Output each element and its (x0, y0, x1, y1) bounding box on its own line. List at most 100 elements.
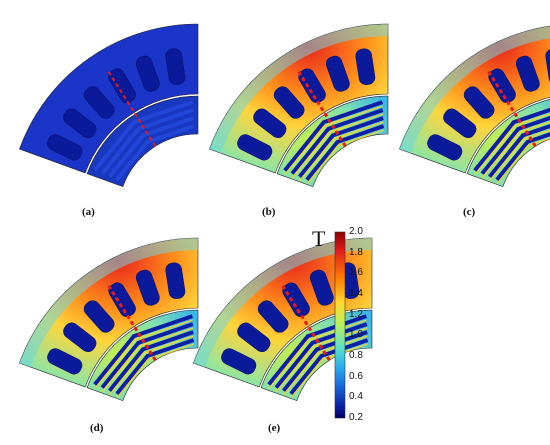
rotor-flux-barrier (100, 322, 194, 389)
stator-yoke-low-field (209, 24, 388, 154)
stator-slot (298, 68, 326, 104)
stator-slot (47, 134, 83, 161)
stator-slot (355, 48, 376, 86)
rotor-flux-barrier (274, 322, 368, 389)
colorbar-tick-label: 1.8 (349, 246, 363, 258)
rotor-flux-barrier (305, 124, 385, 182)
colorbar-tick-label: 0.6 (349, 370, 363, 382)
colorbar-tick-label: 0.8 (349, 350, 363, 361)
stator-slot (309, 269, 334, 306)
rotor-flux-barrier (115, 124, 195, 182)
rotor-rib-high-field (489, 129, 550, 182)
stator-slot (108, 68, 136, 104)
stator-slot (545, 48, 550, 86)
rotor-flux-barrier (100, 108, 194, 175)
rotor-flux-barrier (107, 330, 194, 392)
colorbar-tick-label: 1.4 (349, 288, 363, 299)
panel-b (209, 23, 389, 188)
stator-slot (135, 55, 160, 92)
rotor-flux-barrier (115, 338, 195, 396)
stator-slot (427, 134, 463, 161)
stator-slot (221, 348, 257, 375)
panel-label-b: (b) (262, 206, 276, 218)
rotor-flux-barrier (281, 330, 368, 392)
rotor-rib-high-field (284, 105, 383, 175)
rotor-rib-high-field (109, 335, 194, 396)
stator-slot (515, 55, 540, 92)
stator-slot (83, 86, 115, 119)
rotor-rib-high-field (291, 113, 383, 178)
panel-d (19, 237, 199, 402)
stator-slot (165, 262, 186, 300)
panel-e (193, 237, 373, 402)
rotor-rib-high-field (481, 121, 550, 178)
rotor-rib-high-field (306, 129, 384, 185)
rotor-rib-high-field (116, 343, 194, 399)
stator-slot (47, 348, 83, 375)
stator-slot (463, 86, 495, 119)
hot-spot (486, 69, 537, 148)
stator-slot (108, 282, 136, 318)
panel-a (19, 23, 199, 188)
stator-slot (253, 108, 287, 139)
stator-slot (282, 282, 310, 318)
rotor-flux-barrier (290, 108, 384, 175)
rotor-flux-barrier (487, 123, 550, 178)
stator-slot (83, 300, 115, 333)
rotor-flux-barrier (473, 107, 550, 172)
hot-spot (280, 283, 331, 362)
colorbar-tick-label: 1.0 (349, 329, 363, 341)
stator-slot (63, 322, 97, 353)
rotor-rib-high-field (94, 319, 193, 389)
rotor-rib-high-field (496, 137, 550, 185)
rotor-rib-high-field (101, 327, 193, 392)
rotor-flux-barrier (93, 314, 194, 386)
stator-slot (273, 86, 305, 119)
stator-yoke-low-field (193, 238, 372, 368)
colorbar-ramp (334, 231, 346, 419)
colorbar-unit: T (312, 226, 326, 251)
stator-slot (63, 108, 97, 139)
rotor-flux-barrier (283, 100, 384, 172)
rotor-flux-barrier (289, 338, 369, 396)
rotor-rib-high-field (275, 327, 367, 392)
panel-label-d: (d) (90, 422, 104, 434)
panel-label-c: (c) (463, 206, 476, 218)
panel-label-a: (a) (82, 206, 95, 218)
rotor-flux-barrier (267, 314, 368, 386)
stator-slot (325, 55, 350, 92)
rotor-rib-high-field (268, 319, 367, 389)
rotor-flux-barrier (93, 100, 194, 172)
rotor-flux-barrier (480, 115, 550, 175)
colorbar-tick-label: 1.6 (349, 267, 363, 279)
stator-slot (257, 300, 289, 333)
stator-slot (135, 269, 160, 306)
stator-slot (165, 48, 186, 86)
colorbar (334, 231, 346, 419)
rotor-flux-barrier (297, 116, 384, 178)
rotor-flux-barrier (495, 132, 550, 182)
panel-c (399, 25, 550, 188)
stator-slot (488, 68, 516, 104)
rotor-rib-high-field (299, 121, 384, 182)
stator-yoke-low-field (19, 238, 198, 368)
colorbar-tick-label: 0.4 (349, 391, 363, 403)
stator-slot (443, 108, 477, 139)
panel-label-e: (e) (268, 422, 281, 434)
rotor-flux-barrier (107, 116, 194, 178)
hot-spot (296, 69, 347, 148)
colorbar-tick-label: 1.2 (349, 308, 363, 320)
hot-spot (106, 69, 157, 147)
colorbar-tick-label: 0.2 (349, 412, 363, 423)
stator-yoke-low-field (399, 26, 550, 154)
hot-spot (106, 283, 157, 362)
stator-core (19, 23, 199, 174)
rotor-rib-high-field (290, 343, 368, 399)
rotor-rib-high-field (474, 113, 550, 175)
stator-slot (237, 134, 273, 161)
stator-slot (237, 322, 271, 353)
colorbar-tick-label: 2.0 (349, 226, 363, 237)
rotor-rib-high-field (283, 335, 368, 396)
